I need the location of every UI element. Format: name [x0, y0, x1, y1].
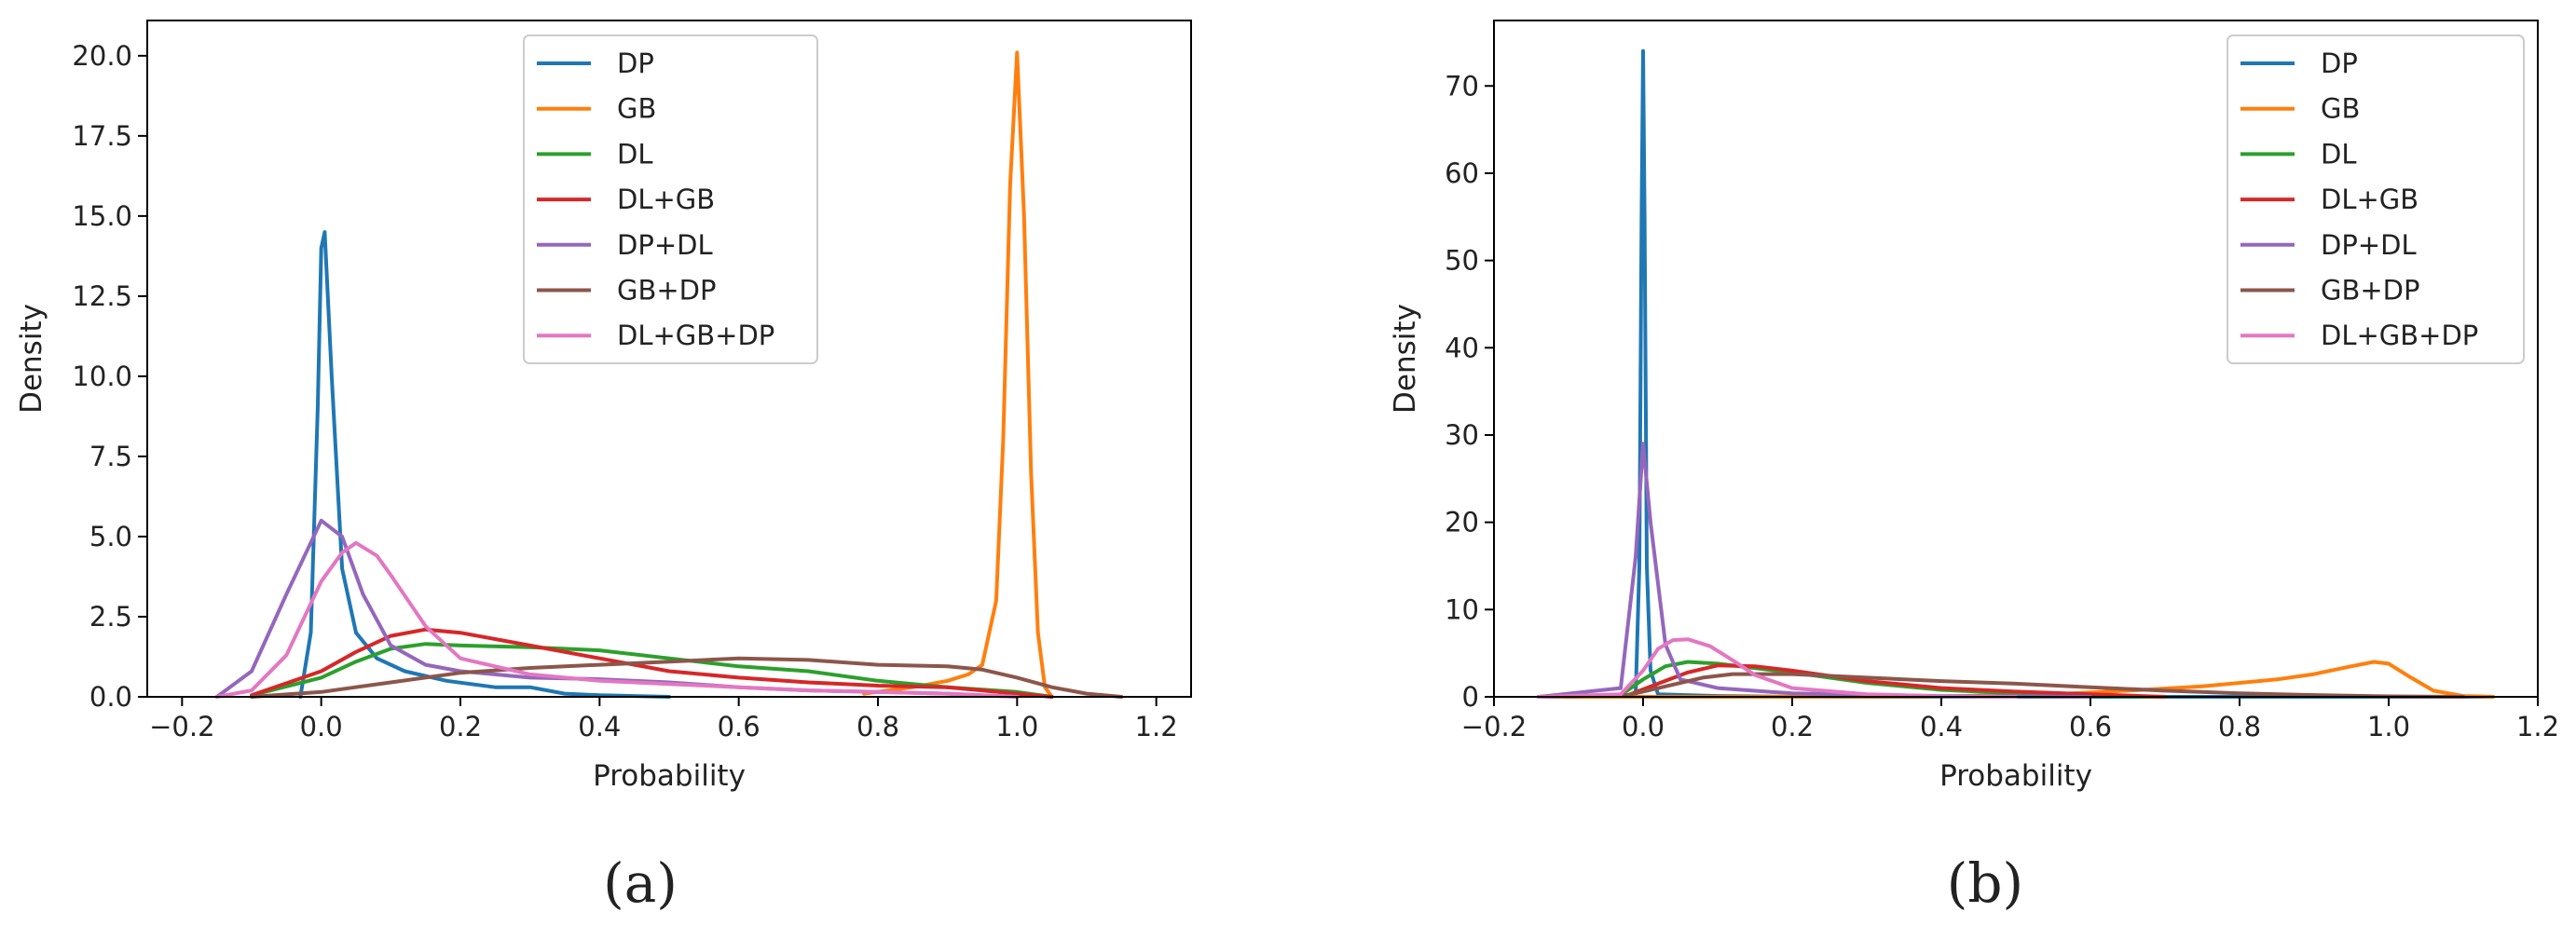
x-tick-label: 0.2	[1771, 711, 1814, 742]
chart-panel-a: −0.2 0.0 0.2 0.4 0.6 0.8 1.0 1.2 Probability 0.0 2…	[15, 20, 1192, 793]
series-line-dl-gb-dp	[1537, 637, 2018, 699]
legend-label: DP	[2321, 48, 2358, 79]
y-axis-label: Density	[15, 304, 48, 414]
x-tick-label: 0.6	[2069, 711, 2112, 742]
y-tick-label: 10.0	[72, 361, 132, 392]
legend: DP GB DL DL+GB DP+DL GB+DP DL+GB+DP	[2227, 34, 2525, 364]
x-axis: −0.2 0.0 0.2 0.4 0.6 0.8 1.0 1.2	[149, 697, 1178, 742]
x-tick-label: 1.2	[1135, 711, 1178, 742]
y-tick-label: 12.5	[72, 280, 132, 312]
legend-label: DL+GB	[617, 184, 715, 215]
y-tick-label: 5.0	[89, 521, 132, 552]
x-tick-label: 1.0	[995, 711, 1038, 742]
y-tick-label: 20	[1445, 507, 1479, 538]
legend: DP GB DL DL+GB DP+DL GB+DP DL+GB+DP	[523, 34, 818, 364]
series-line-dl-gb	[1537, 663, 2167, 699]
x-axis-label: Probability	[1939, 759, 2092, 793]
y-axis-label: Density	[1389, 304, 1422, 414]
y-axis: 0 10 20 30 40 50 60 70	[1445, 70, 1494, 713]
legend-label: DL+GB+DP	[2321, 320, 2478, 351]
series-line-gb-dp	[1537, 672, 2465, 699]
panel-label-a: (a)	[603, 851, 678, 915]
series-group	[214, 50, 1124, 699]
x-tick-label: 0.8	[856, 711, 899, 742]
y-tick-label: 15.0	[72, 200, 132, 232]
x-tick-label: 0.0	[300, 711, 343, 742]
y-tick-label: 60	[1445, 157, 1479, 189]
legend-label: DP+DL	[617, 229, 713, 261]
plot-frame	[146, 20, 1192, 698]
legend-label: GB+DP	[2321, 275, 2419, 306]
x-tick-label: 1.0	[2367, 711, 2410, 742]
series-line-gb	[862, 50, 1054, 699]
series-line-dl-gb	[250, 627, 1054, 699]
x-axis-label: Probability	[593, 759, 746, 793]
y-tick-label: 50	[1445, 245, 1479, 277]
legend-label: DL	[617, 138, 653, 170]
x-tick-label: −0.2	[1461, 711, 1527, 742]
y-tick-label: 30	[1445, 419, 1479, 451]
x-tick-label: 0.6	[718, 711, 760, 742]
legend-label: GB	[617, 93, 656, 125]
x-tick-label: 0.0	[1622, 711, 1665, 742]
legend-label: DP	[617, 48, 654, 79]
legend-label: DL	[2321, 138, 2357, 170]
x-tick-label: 0.2	[439, 711, 482, 742]
x-axis: −0.2 0.0 0.2 0.4 0.6 0.8 1.0 1.2	[1461, 697, 2559, 742]
series-line-dl-gb-dp	[214, 540, 1020, 699]
y-tick-label: 10	[1445, 593, 1479, 625]
legend-label: DP+DL	[2321, 229, 2417, 261]
legend-label: GB+DP	[617, 275, 716, 306]
y-tick-label: 70	[1445, 70, 1479, 102]
legend-label: DL+GB+DP	[617, 320, 774, 351]
plot-frame	[1493, 20, 2539, 698]
y-axis: 0.0 2.5 5.0 7.5 10.0 12.5 15.0 17.5 20.0	[72, 40, 147, 713]
legend-box	[523, 34, 818, 364]
y-tick-label: 17.5	[72, 120, 132, 152]
panel-label-b: (b)	[1947, 851, 2023, 915]
y-tick-label: 2.5	[89, 601, 132, 633]
y-tick-label: 0	[1462, 681, 1479, 713]
x-tick-label: 0.4	[578, 711, 621, 742]
x-tick-label: −0.2	[149, 711, 214, 742]
x-tick-label: 0.8	[2218, 711, 2261, 742]
x-tick-label: 0.4	[1920, 711, 1963, 742]
y-tick-label: 20.0	[72, 40, 132, 72]
legend-label: DL+GB	[2321, 184, 2418, 215]
legend-box	[2227, 34, 2525, 364]
series-line-gb-dp	[250, 656, 1124, 699]
series-line-dp-dl	[1537, 442, 2092, 699]
x-tick-label: 1.2	[2516, 711, 2559, 742]
y-tick-label: 7.5	[89, 441, 132, 472]
chart-panel-b: −0.2 0.0 0.2 0.4 0.6 0.8 1.0 1.2 Probability 0 10 2…	[1389, 20, 2559, 793]
y-tick-label: 0.0	[89, 681, 132, 713]
legend-label: GB	[2321, 93, 2360, 125]
y-tick-label: 40	[1445, 332, 1479, 363]
